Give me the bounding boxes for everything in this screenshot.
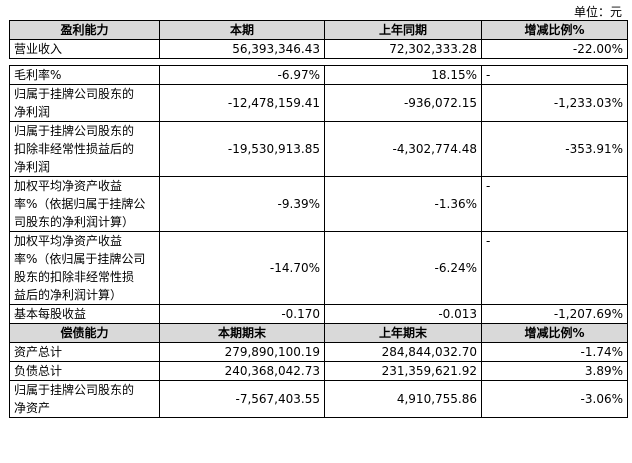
previous-value: -0.013 (324, 304, 482, 324)
column-header: 本期期末 (159, 323, 325, 343)
table-row: 资产总计 279,890,100.19 284,844,032.70 -1.74% (9, 342, 628, 362)
table-row: 归属于挂牌公司股东的 净资产 -7,567,403.55 4,910,755.86-… (9, 380, 628, 418)
table-row: 基本每股收益 -0.170 -0.013 -1,207.69% (9, 304, 628, 324)
column-header: 增减比例% (481, 20, 628, 40)
row-label: 归属于挂牌公司股东的 净利润 (9, 84, 160, 122)
table-row: 营业收入 56,393,346.43 72,302,333.28 -22.00% (9, 39, 628, 59)
table-header-row: 盈利能力 本期 上年同期 增减比例% (9, 20, 628, 40)
current-value: 279,890,100.19 (159, 342, 325, 362)
current-value: -6.97% (159, 65, 325, 85)
table-row: 归属于挂牌公司股东的 净利润 -12,478,159.41 -936,072.15-… (9, 84, 628, 122)
previous-value: 284,844,032.70 (324, 342, 482, 362)
current-value: -0.170 (159, 304, 325, 324)
row-label: 加权平均净资产收益 率%（依据归属于挂牌公 司股东的净利润计算） (9, 176, 160, 232)
current-value: -7,567,403.55 (159, 380, 325, 418)
change-ratio: -1.74% (481, 342, 628, 362)
change-ratio: -1,207.69% (481, 304, 628, 324)
change-ratio: -22.00% (481, 39, 628, 59)
current-value: 240,368,042.73 (159, 361, 325, 381)
previous-value: -4,302,774.48 (324, 121, 482, 177)
row-label: 归属于挂牌公司股东的 净资产 (9, 380, 160, 418)
column-header: 增减比例% (481, 323, 628, 343)
table-row: 加权平均净资产收益 率%（依据归属于挂牌公 司股东的净利润计算） -9.39% -1… (9, 176, 628, 232)
previous-value: 18.15% (324, 65, 482, 85)
row-label: 资产总计 (9, 342, 160, 362)
current-value: -12,478,159.41 (159, 84, 325, 122)
change-ratio: -353.91% (481, 121, 628, 177)
column-header: 本期 (159, 20, 325, 40)
row-label: 毛利率% (9, 65, 160, 85)
column-header: 上年同期 (324, 20, 482, 40)
row-label: 营业收入 (9, 39, 160, 59)
row-label: 负债总计 (9, 361, 160, 381)
row-label: 基本每股收益 (9, 304, 160, 324)
unit-label: 单位：元 (573, 5, 622, 19)
section-gap (9, 58, 628, 66)
current-value: -14.70% (159, 231, 325, 305)
column-header: 上年期末 (324, 323, 482, 343)
previous-value: 231,359,621.92 (324, 361, 482, 381)
previous-value: -936,072.15 (324, 84, 482, 122)
table-row: 加权平均净资产收益 率%（依归属于挂牌公司 股东的扣除非经常性损 益后的净利润计… (9, 231, 628, 305)
table-row: 毛利率% -6.97% 18.15% - (9, 65, 628, 85)
previous-value: -6.24% (324, 231, 482, 305)
financial-indicators-table: 盈利能力 本期 上年同期 增减比例% 营业收入 56,393,346.43 72,302,3… (9, 20, 628, 418)
table-header-row: 偿债能力 本期期末 上年期末 增减比例% (9, 323, 628, 343)
change-ratio: - (481, 176, 628, 232)
row-label: 归属于挂牌公司股东的 扣除非经常性损益后的 净利润 (9, 121, 160, 177)
change-ratio: 3.89% (481, 361, 628, 381)
table-row: 归属于挂牌公司股东的 扣除非经常性损益后的 净利润 -19,530,913.85-… (9, 121, 628, 177)
previous-value: -1.36% (324, 176, 482, 232)
current-value: -9.39% (159, 176, 325, 232)
table-row: 负债总计 240,368,042.73 231,359,621.92 3.89% (9, 361, 628, 381)
change-ratio: -3.06% (481, 380, 628, 418)
change-ratio: -1,233.03% (481, 84, 628, 122)
change-ratio: - (481, 231, 628, 305)
row-label: 加权平均净资产收益 率%（依归属于挂牌公司 股东的扣除非经常性损 益后的净利润计… (9, 231, 160, 305)
change-ratio: - (481, 65, 628, 85)
current-value: -19,530,913.85 (159, 121, 325, 177)
previous-value: 4,910,755.86 (324, 380, 482, 418)
current-value: 56,393,346.43 (159, 39, 325, 59)
column-header: 盈利能力 (9, 20, 160, 40)
previous-value: 72,302,333.28 (324, 39, 482, 59)
column-header: 偿债能力 (9, 323, 160, 343)
